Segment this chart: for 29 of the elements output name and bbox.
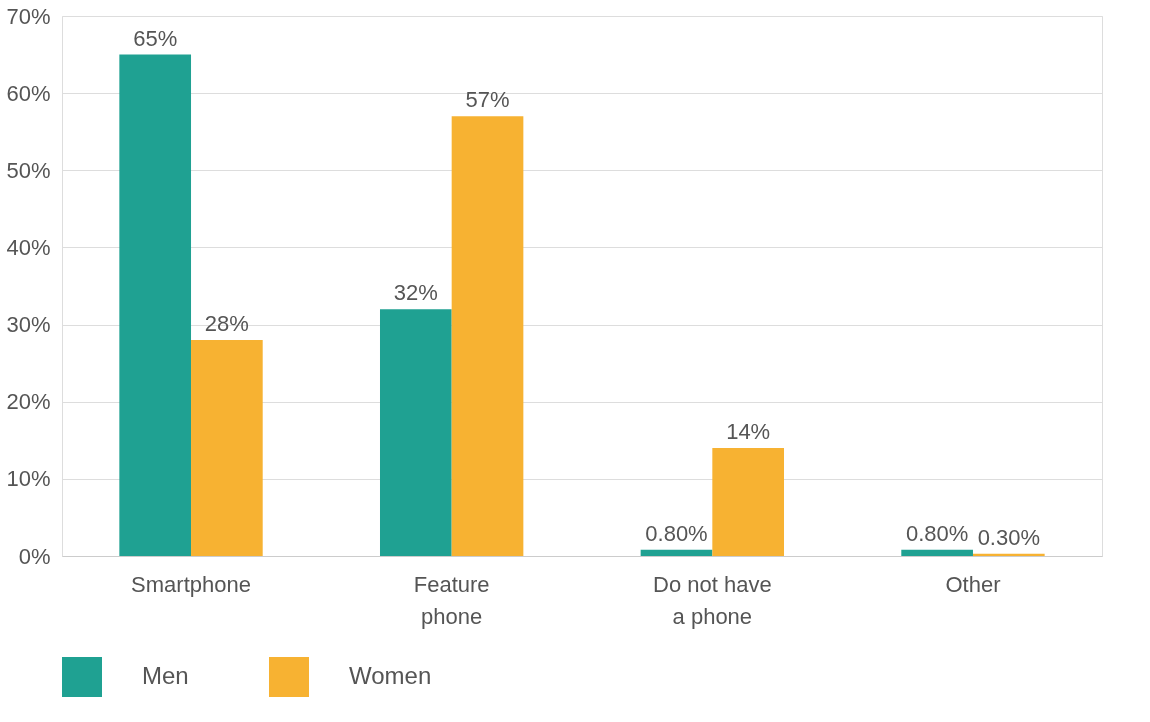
y-tick-label: 50% — [6, 157, 51, 183]
x-tick-label: Smartphone — [131, 571, 251, 597]
x-tick-label: Feature phone — [413, 571, 490, 629]
data-label: 57% — [465, 87, 510, 113]
y-tick-label: 70% — [6, 3, 51, 29]
y-tick-label: 0% — [18, 543, 51, 569]
bar — [119, 54, 192, 556]
bar — [379, 309, 452, 556]
data-label: 0.80% — [905, 520, 969, 546]
y-tick-label: 60% — [6, 80, 51, 106]
bar — [712, 448, 785, 556]
legend-label: Men — [142, 662, 189, 689]
data-label: 0.80% — [645, 520, 708, 546]
x-tick-label: Do not have a phone — [653, 571, 772, 629]
bar — [901, 549, 973, 556]
y-tick-label: 20% — [6, 389, 51, 415]
bar — [191, 340, 263, 556]
data-label: 32% — [393, 280, 438, 306]
x-tick-label: Other — [945, 571, 1001, 597]
data-label: 0.30% — [977, 524, 1041, 550]
bar — [451, 116, 524, 556]
data-label: 14% — [726, 419, 771, 444]
data-label: 65% — [133, 25, 178, 51]
y-tick-label: 40% — [6, 234, 51, 260]
data-label: 28% — [204, 311, 249, 336]
y-tick-label: 10% — [6, 466, 51, 492]
y-tick-label: 30% — [6, 312, 51, 338]
legend-label: Women — [349, 662, 432, 689]
bar — [640, 549, 713, 556]
